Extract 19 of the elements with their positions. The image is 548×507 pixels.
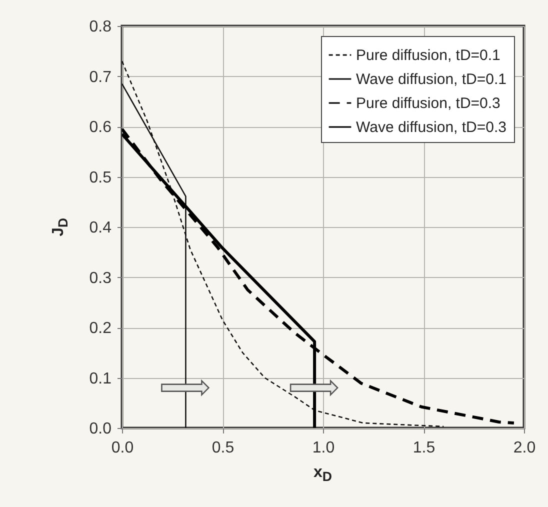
y-tick-label: 0.7: [89, 68, 112, 86]
y-tick-label: 0.4: [89, 220, 112, 236]
y-tick-label: 0.0: [89, 420, 112, 438]
legend-label: Pure diffusion, tD=0.1: [356, 47, 500, 64]
y-tick-label: 0.5: [89, 169, 112, 186]
x-tick-label: 2.0: [513, 440, 536, 456]
legend-label: Wave diffusion, tD=0.3: [356, 119, 506, 136]
x-tick-label: 1.5: [412, 440, 436, 456]
x-tick-label: 0.0: [111, 440, 134, 456]
y-tick-label: 0.8: [89, 18, 112, 36]
y-tick-label: 0.2: [89, 320, 112, 337]
legend-label: Pure diffusion, tD=0.3: [356, 95, 500, 112]
x-axis-title: x$_{D}$: [314, 464, 332, 484]
y-tick-label: 0.3: [89, 270, 112, 287]
y-tick-label: 0.1: [89, 370, 112, 388]
y-tick-label: 0.6: [89, 119, 112, 136]
legend-label: Wave diffusion, tD=0.1: [356, 71, 506, 88]
x-tick-label: 1.0: [312, 440, 335, 456]
x-tick-label: 0.5: [212, 440, 234, 456]
